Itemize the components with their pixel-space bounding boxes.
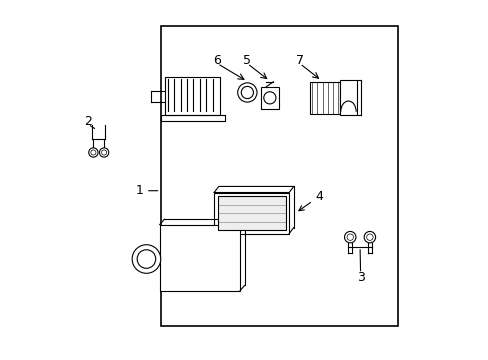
Text: 7: 7 bbox=[295, 54, 303, 67]
Circle shape bbox=[364, 231, 375, 243]
Circle shape bbox=[241, 86, 253, 99]
Circle shape bbox=[346, 234, 353, 240]
Circle shape bbox=[237, 83, 257, 102]
Circle shape bbox=[91, 150, 96, 155]
Bar bbox=[339, 80, 356, 115]
Circle shape bbox=[99, 148, 108, 157]
Bar bbox=[160, 26, 397, 327]
Text: 2: 2 bbox=[84, 114, 92, 127]
Bar bbox=[160, 225, 240, 291]
Text: 1: 1 bbox=[135, 184, 158, 197]
Circle shape bbox=[137, 250, 155, 268]
Circle shape bbox=[88, 148, 98, 157]
Circle shape bbox=[263, 92, 275, 104]
Bar bbox=[164, 77, 220, 115]
Text: 3: 3 bbox=[356, 271, 364, 284]
Text: 4: 4 bbox=[298, 190, 323, 211]
Circle shape bbox=[102, 150, 106, 155]
Bar bbox=[309, 82, 339, 113]
Bar bbox=[214, 193, 288, 234]
Circle shape bbox=[366, 234, 372, 240]
Bar bbox=[217, 196, 285, 230]
Bar bbox=[260, 87, 279, 109]
Circle shape bbox=[132, 245, 161, 273]
Text: 5: 5 bbox=[243, 54, 251, 67]
Text: 6: 6 bbox=[213, 54, 221, 67]
Circle shape bbox=[344, 231, 355, 243]
